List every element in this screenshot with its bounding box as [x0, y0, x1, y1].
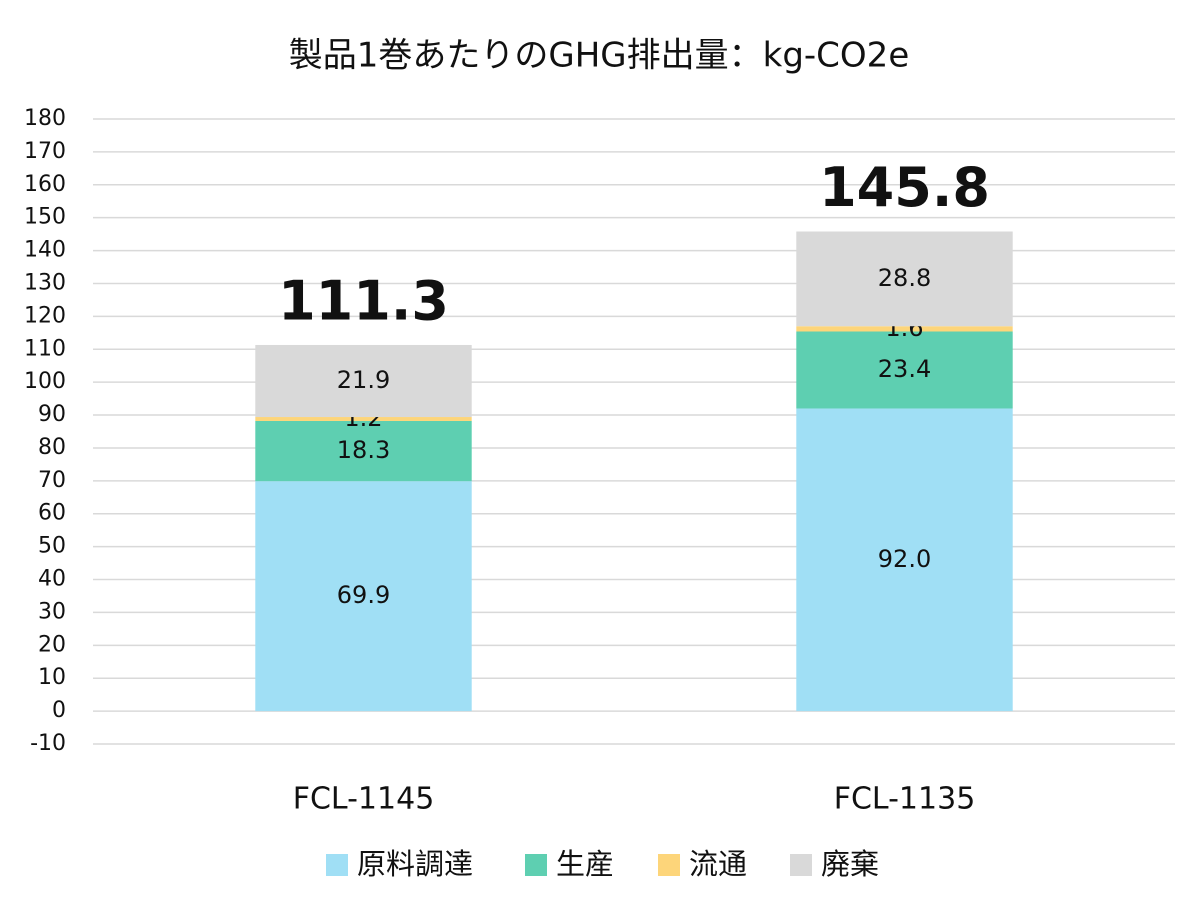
y-tick-label: 70: [38, 468, 66, 493]
data-label: 92.0: [878, 545, 931, 573]
y-tick-label: 160: [24, 172, 66, 197]
bar-segment: [255, 481, 472, 712]
y-tick-label: 0: [52, 698, 66, 723]
bar-segment: [796, 326, 1013, 332]
legend-swatch: [790, 854, 812, 876]
y-tick-label: -10: [30, 731, 66, 756]
legend-label: 流通: [689, 847, 747, 881]
y-tick-label: 30: [38, 599, 66, 624]
data-label: 28.8: [878, 264, 931, 292]
y-tick-label: 150: [24, 205, 66, 230]
data-label: 69.9: [337, 581, 390, 609]
y-tick-label: 120: [24, 303, 66, 328]
legend-swatch: [326, 854, 348, 876]
bar-segment: [255, 417, 472, 421]
y-tick-label: 40: [38, 567, 66, 592]
y-tick-label: 80: [38, 435, 66, 460]
legend-label: 廃棄: [821, 847, 879, 881]
data-label: 23.4: [878, 355, 931, 383]
data-label: 21.9: [337, 366, 390, 394]
chart-title: 製品1巻あたりのGHG排出量：kg-CO2e: [289, 36, 909, 76]
total-label: 111.3: [278, 270, 449, 333]
legend-swatch: [658, 854, 680, 876]
bar-segment: [796, 331, 1013, 409]
y-tick-label: 110: [24, 336, 66, 361]
x-tick-label: FCL-1135: [834, 782, 976, 817]
y-tick-label: 10: [38, 665, 66, 690]
y-tick-label: 180: [24, 106, 66, 131]
y-tick-label: 90: [38, 402, 66, 427]
y-tick-label: 60: [38, 501, 66, 526]
y-tick-label: 100: [24, 369, 66, 394]
y-tick-label: 50: [38, 534, 66, 559]
y-tick-label: 130: [24, 270, 66, 295]
bar-segment: [796, 408, 1013, 712]
bar-segment: [255, 344, 472, 418]
y-tick-label: 140: [24, 238, 66, 263]
bar-segment: [255, 420, 472, 482]
total-label: 145.8: [819, 156, 990, 219]
data-label: 18.3: [337, 436, 390, 464]
x-tick-label: FCL-1145: [293, 782, 435, 817]
legend-swatch: [525, 854, 547, 876]
legend-label: 生産: [556, 847, 614, 881]
y-tick-label: 20: [38, 632, 66, 657]
y-tick-label: 170: [24, 139, 66, 164]
bar-segment: [796, 231, 1013, 327]
legend-label: 原料調達: [357, 847, 473, 881]
